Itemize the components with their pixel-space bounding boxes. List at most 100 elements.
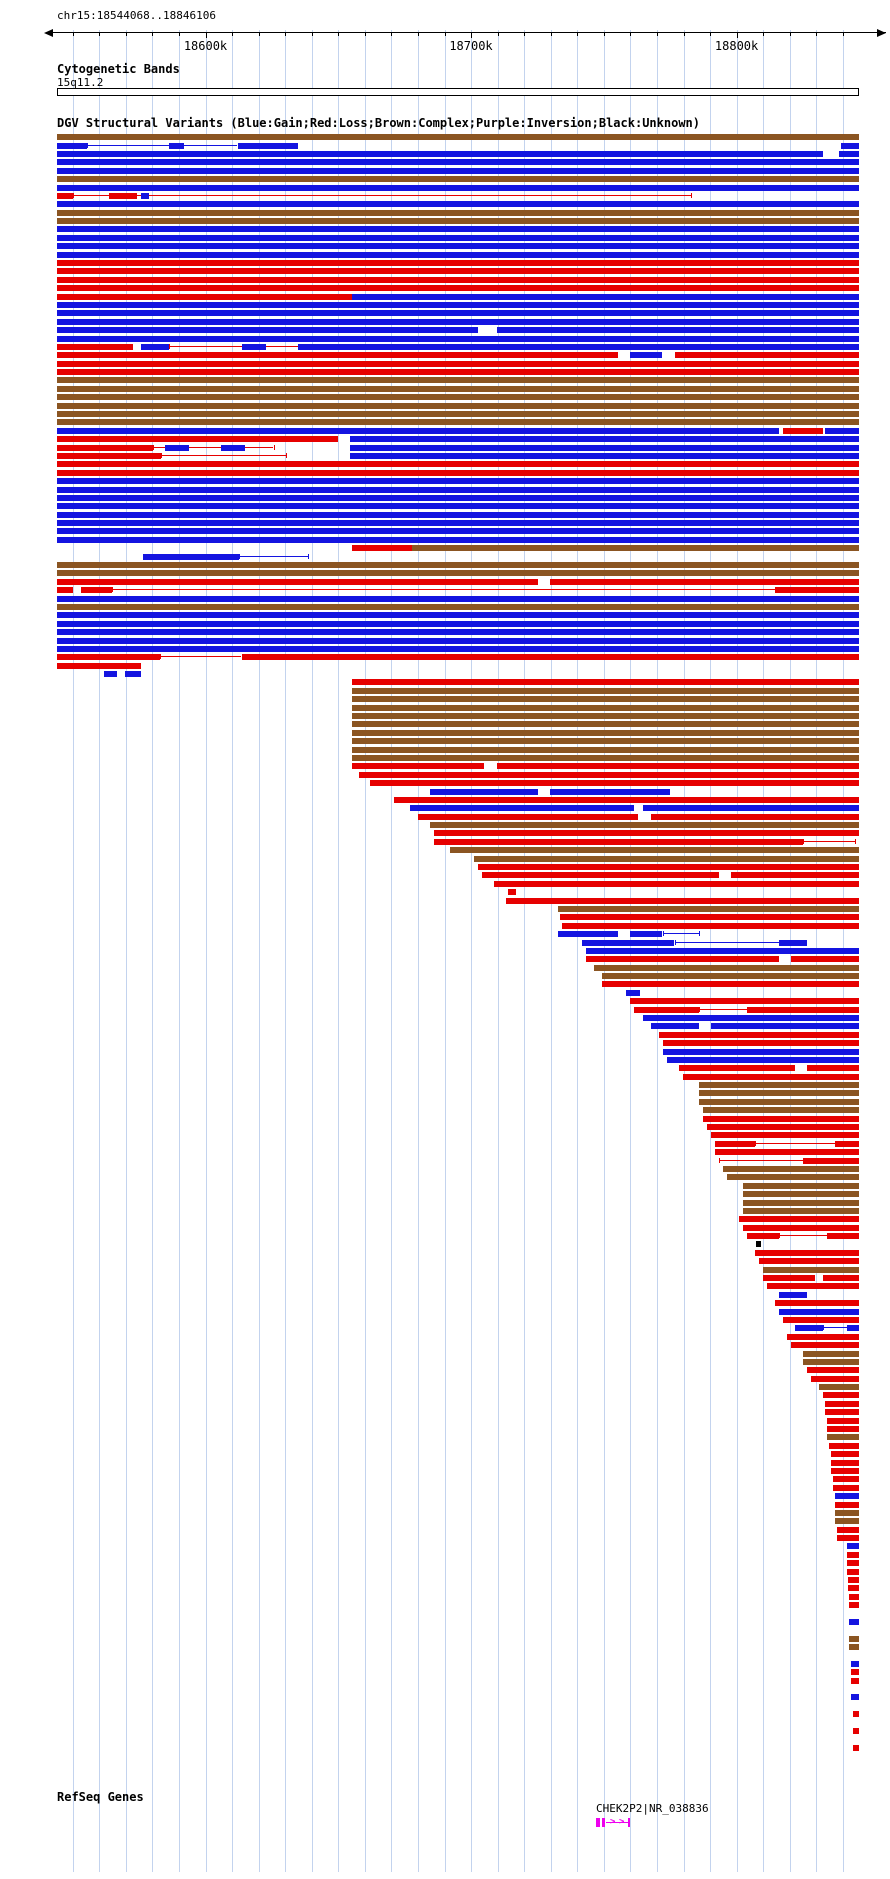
ruler-tick xyxy=(444,33,446,36)
variant-bar xyxy=(825,428,859,434)
variant-bar xyxy=(57,294,353,300)
variant-bar xyxy=(822,1275,859,1281)
variant-whisker-tick xyxy=(308,554,309,559)
variant-bar xyxy=(742,1225,859,1231)
variant-bar xyxy=(847,1552,859,1558)
variant-bar xyxy=(57,445,154,451)
variant-bar xyxy=(746,1233,779,1239)
variant-bar xyxy=(834,1518,859,1524)
variant-bar xyxy=(841,143,859,149)
variant-bar xyxy=(393,797,859,803)
variant-bar xyxy=(642,1015,859,1021)
gridline xyxy=(497,30,499,1872)
variant-bar xyxy=(602,981,859,987)
variant-bar xyxy=(57,210,859,216)
gridline xyxy=(99,30,101,1872)
gene-label: CHEK2P2|NR_038836 xyxy=(596,1802,709,1815)
variant-whisker-tick xyxy=(273,445,275,450)
variant-whisker-tick xyxy=(169,344,171,349)
variant-bar xyxy=(851,1678,859,1684)
variant-bar xyxy=(57,621,859,627)
ruler-tick xyxy=(99,33,101,36)
variant-bar xyxy=(698,1099,859,1105)
variant-bar xyxy=(352,713,859,719)
variant-bar xyxy=(848,1594,859,1600)
variant-bar xyxy=(57,503,859,509)
variant-bar xyxy=(57,151,823,157)
variant-bar xyxy=(847,1560,859,1566)
variant-whisker xyxy=(662,933,699,934)
variant-bar xyxy=(710,1132,859,1138)
variant-bar xyxy=(742,1183,859,1189)
variant-bar xyxy=(558,906,860,912)
variant-bar xyxy=(826,1434,859,1440)
variant-bar xyxy=(778,1292,807,1298)
variant-bar xyxy=(352,763,485,769)
cytoband-rect xyxy=(57,88,859,96)
ruler-tick xyxy=(125,33,127,36)
ruler-tick xyxy=(391,33,393,36)
variant-bar xyxy=(352,721,859,727)
ruler-tick xyxy=(72,33,74,36)
ruler-tick-label: 18600k xyxy=(183,39,228,53)
variant-bar xyxy=(57,134,859,140)
variant-bar xyxy=(774,587,859,593)
variant-bar xyxy=(57,537,859,543)
variant-bar xyxy=(417,814,639,820)
variant-bar xyxy=(851,1661,859,1667)
variant-bar xyxy=(57,369,859,375)
variant-bar xyxy=(847,1543,859,1549)
variant-bar xyxy=(706,1124,859,1130)
ruler-tick xyxy=(364,33,366,36)
variant-bar xyxy=(852,1711,859,1717)
variant-bar xyxy=(826,1426,859,1432)
variant-bar xyxy=(666,1057,859,1063)
variant-whisker xyxy=(698,1009,747,1010)
gridline xyxy=(524,30,526,1872)
variant-bar xyxy=(57,235,859,241)
variant-bar xyxy=(352,738,859,744)
variant-bar xyxy=(559,914,859,920)
gridline xyxy=(444,30,446,1872)
variant-bar xyxy=(562,923,859,929)
ruler-tick xyxy=(710,33,711,36)
variant-bar xyxy=(57,570,859,576)
cytoband-label: 15q11.2 xyxy=(57,76,104,89)
variant-whisker-tick xyxy=(698,931,700,936)
gridline xyxy=(205,30,207,1872)
variant-bar xyxy=(851,1694,859,1700)
variant-whisker xyxy=(73,195,691,196)
gene-intron-line xyxy=(606,1822,629,1823)
variant-bar xyxy=(57,487,859,493)
gene-exon xyxy=(628,1818,630,1827)
variant-bar xyxy=(81,587,112,593)
variant-whisker-tick xyxy=(698,1007,700,1012)
region-label: chr15:18544068..18846106 xyxy=(57,9,216,22)
variant-bar xyxy=(352,705,859,711)
variant-bar xyxy=(57,168,859,174)
variant-bar xyxy=(57,495,859,501)
variant-bar xyxy=(433,830,859,836)
refseq-title: RefSeq Genes xyxy=(57,1790,144,1804)
variant-bar xyxy=(682,1074,859,1080)
variant-whisker-tick xyxy=(778,1233,780,1238)
variant-bar xyxy=(698,1090,859,1096)
variant-bar xyxy=(352,730,859,736)
variant-bar xyxy=(352,688,859,694)
variant-bar xyxy=(762,1267,859,1273)
variant-whisker-tick xyxy=(161,453,163,458)
variant-bar xyxy=(57,201,859,207)
variant-bar xyxy=(57,587,73,593)
variant-bar xyxy=(57,528,859,534)
variant-bar xyxy=(726,1174,859,1180)
variant-bar xyxy=(57,285,859,291)
ruler-tick xyxy=(471,33,472,38)
variant-whisker-tick xyxy=(662,931,664,936)
variant-whisker xyxy=(674,942,779,943)
ruler-tick xyxy=(232,33,234,36)
variant-bar xyxy=(818,1384,859,1390)
variant-bar xyxy=(746,1007,859,1013)
variant-bar xyxy=(698,1082,859,1088)
variant-bar xyxy=(57,302,859,308)
